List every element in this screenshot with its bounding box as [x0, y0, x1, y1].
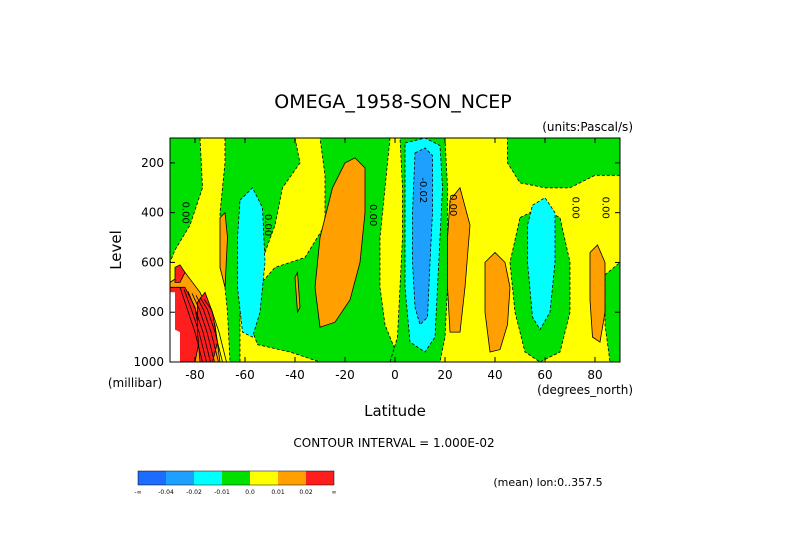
- chart-title: OMEGA_1958-SON_NCEP: [274, 91, 511, 113]
- contour-interval-text: CONTOUR INTERVAL = 1.000E-02: [293, 436, 494, 450]
- contour-region-15: [484, 251, 511, 353]
- colorbar-frame: [137, 470, 335, 486]
- x-tick-label: 0: [391, 368, 399, 382]
- y-tick-label: 200: [141, 156, 164, 170]
- colorbar-label: -0.04: [158, 489, 174, 496]
- missing-data-layer: [170, 287, 227, 362]
- colorbar-label: 0.01: [271, 489, 285, 496]
- contour-region-21: [174, 264, 186, 283]
- y-tick-label: 1000: [133, 355, 164, 369]
- x-tick-label: 80: [587, 368, 602, 382]
- steep-contour-line: [191, 293, 215, 362]
- units-label: (units:Pascal/s): [542, 120, 633, 134]
- y-axis-label: Level: [107, 230, 125, 270]
- x-tick-label: 60: [537, 368, 552, 382]
- steep-contour-line: [199, 297, 223, 362]
- contour-label-layer: 0.00 0.00 0.00 -0.02 0.00 0.00 0.00: [180, 177, 611, 236]
- contour-region-7: [604, 261, 620, 362]
- contour-fill-layer: [170, 138, 620, 362]
- x-tick-label: 40: [487, 368, 502, 382]
- contour-label: 0.00: [600, 197, 611, 219]
- contour-region-10: [527, 197, 556, 331]
- y-tick-label: 400: [141, 206, 164, 220]
- steep-contour-line: [187, 291, 211, 362]
- colorbar-swatch: [194, 471, 222, 485]
- contour-region-5: [507, 138, 620, 189]
- colorbar-label: 0.0: [245, 489, 255, 496]
- x-tick-label: 20: [437, 368, 452, 382]
- colorbar: -∞ -0.04 -0.02 -0.01 0.0 0.01 0.02 ∞: [134, 470, 337, 496]
- contour-label: -0.02: [417, 177, 428, 203]
- contour-label: 0.00: [262, 214, 273, 236]
- colorbar-label: ∞: [332, 489, 337, 496]
- x-unit-label: (degrees_north): [537, 383, 633, 397]
- contour-label: 0.00: [180, 202, 191, 224]
- missing-data-region: [170, 292, 180, 362]
- steep-contour-line: [179, 287, 203, 362]
- contour-label: 0.00: [447, 194, 458, 216]
- colorbar-swatch: [306, 471, 334, 485]
- y-unit-label: (millibar): [108, 376, 162, 390]
- colorbar-swatch: [278, 471, 306, 485]
- x-axis-label: Latitude: [364, 402, 426, 420]
- x-tick-label: -20: [335, 368, 355, 382]
- x-tick-label: -60: [235, 368, 255, 382]
- colorbar-label: -0.01: [214, 489, 230, 496]
- x-tick-label: -80: [185, 368, 205, 382]
- steep-contour-line: [203, 299, 227, 362]
- contour-region-1: [170, 138, 203, 263]
- colorbar-label: -0.02: [186, 489, 202, 496]
- colorbar-swatch: [250, 471, 278, 485]
- contour-region-9: [237, 187, 266, 338]
- contour-region-14: [447, 186, 471, 333]
- mean-lon-text: (mean) lon:0..357.5: [493, 476, 602, 489]
- contour-region-16: [219, 211, 228, 288]
- x-axis-ticks: -80 -60 -40 -20 0 20 40 60 80: [185, 138, 603, 382]
- y-tick-label: 600: [141, 255, 164, 269]
- contour-label: 0.00: [367, 204, 378, 226]
- colorbar-label: -∞: [134, 489, 141, 496]
- y-tick-label: 800: [141, 305, 164, 319]
- colorbar-label: 0.02: [299, 489, 313, 496]
- colorbar-swatch: [166, 471, 194, 485]
- y-axis-ticks: 200 400 600 800 1000: [133, 156, 620, 369]
- contour-label: 0.00: [570, 197, 581, 219]
- contour-region-18: [589, 244, 606, 343]
- steep-contour-line: [195, 295, 219, 362]
- steep-contour-line: [183, 289, 207, 362]
- contour-region-11: [412, 147, 433, 326]
- colorbar-swatch: [222, 471, 250, 485]
- x-tick-label: -40: [285, 368, 305, 382]
- contour-region-13: [294, 270, 301, 314]
- colorbar-swatch: [138, 471, 166, 485]
- contour-region-12: [314, 157, 366, 328]
